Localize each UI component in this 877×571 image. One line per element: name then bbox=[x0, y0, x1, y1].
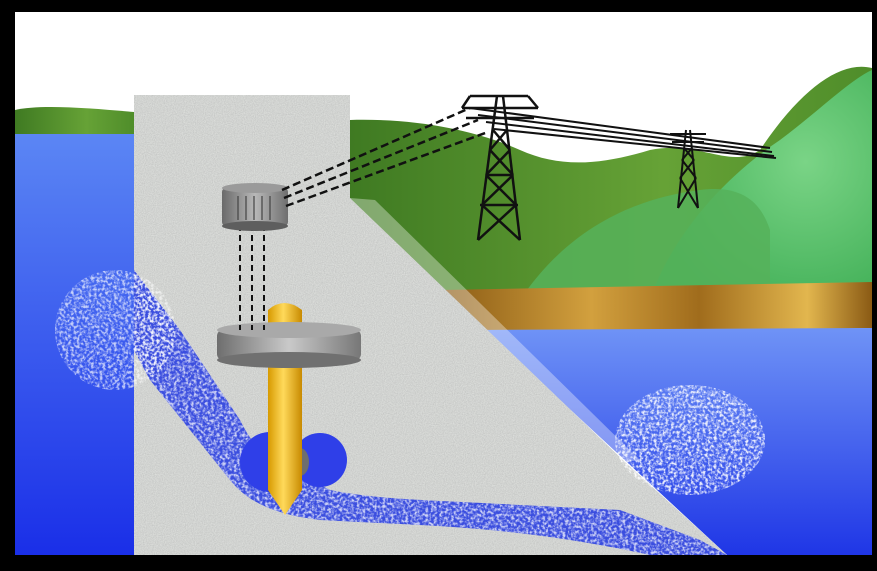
generator-icon bbox=[222, 183, 288, 231]
far-hill-left bbox=[15, 106, 134, 136]
transmission-tower-small-icon bbox=[670, 129, 706, 209]
power-lines bbox=[469, 107, 777, 159]
transmission-lines bbox=[281, 106, 489, 208]
intake-foam bbox=[55, 270, 175, 390]
bottom-border bbox=[15, 555, 872, 558]
spillway-sheen bbox=[350, 198, 640, 462]
coupling-disk-top bbox=[217, 322, 361, 338]
coupling-disk bbox=[217, 330, 361, 360]
outflow-foam bbox=[615, 385, 765, 495]
internal-cables bbox=[239, 225, 265, 330]
transmission-tower-icon bbox=[460, 94, 539, 241]
mid-hill bbox=[520, 189, 770, 300]
river-bank bbox=[440, 282, 872, 336]
coupling-disk-bottom bbox=[217, 352, 361, 368]
scroll-case-right bbox=[293, 433, 347, 487]
